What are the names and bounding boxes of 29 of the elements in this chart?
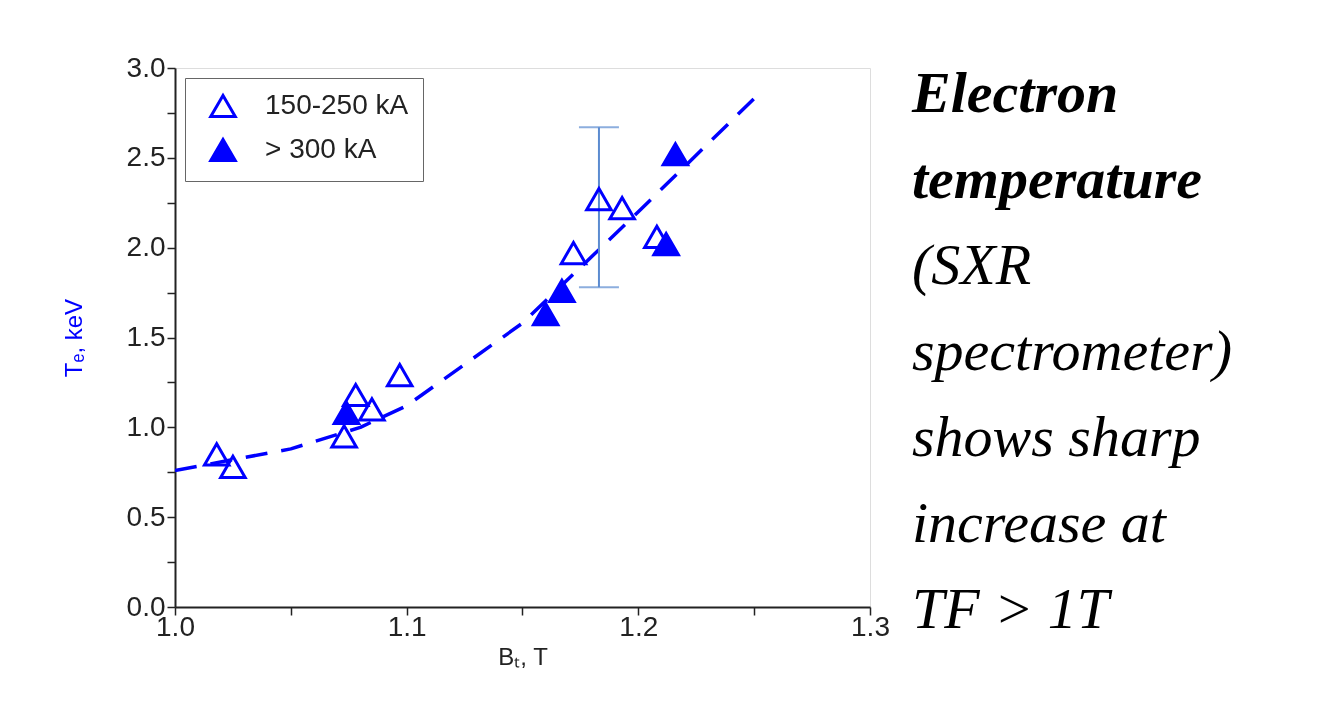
legend-label: 150-250 kA: [265, 89, 409, 120]
point: [652, 231, 680, 257]
point: [661, 142, 690, 167]
point: [385, 363, 414, 388]
point: [531, 302, 560, 327]
legend-label: > 300 kA: [265, 133, 377, 164]
point: [341, 382, 370, 408]
point: [608, 196, 636, 221]
point: [358, 397, 386, 422]
y-tick-label: 1.5: [126, 321, 166, 352]
text: Electron temperature: [911, 60, 1202, 211]
y-tick-label: 3.0: [126, 51, 166, 83]
x-tick-label: 1.1: [387, 610, 427, 642]
y-tick-label: 0.5: [126, 500, 166, 532]
y-tick-label: 2.5: [126, 141, 166, 173]
point: [548, 278, 576, 303]
point: [332, 400, 361, 426]
y-axis-title: Tₑ, keV: [59, 298, 87, 378]
point: [219, 454, 247, 479]
point: [585, 187, 613, 212]
y-tick-label: 1.0: [126, 410, 166, 442]
point: [330, 424, 358, 449]
point: [202, 442, 231, 467]
x-tick-label: 1.3: [851, 610, 890, 642]
x-tick-label: 1.2: [619, 610, 659, 642]
point: [559, 240, 588, 266]
y-tick-label: 2.0: [126, 231, 166, 263]
x-axis-title: Bₜ, T: [498, 642, 549, 670]
text: (SXR spectrometer) shows sharp increase at TF > 1T: [912, 232, 1232, 641]
